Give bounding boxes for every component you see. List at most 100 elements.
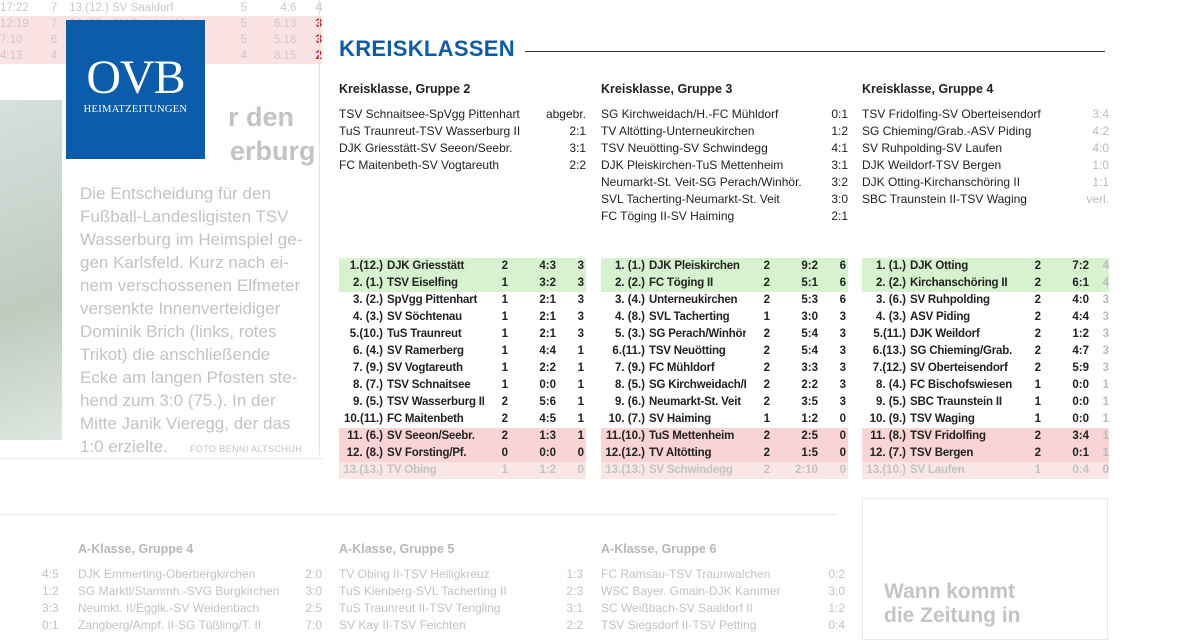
games: 2 bbox=[501, 260, 508, 272]
team-name: TSV Waging bbox=[910, 413, 975, 425]
row-points: 3 bbox=[296, 34, 322, 46]
goals: 1:3 bbox=[539, 430, 556, 442]
team-name: SVL Tacherting bbox=[649, 311, 730, 323]
table-row[interactable]: 8. (4.) FC Bischofswiesen 1 0:0 1 bbox=[862, 377, 1109, 394]
points: 3 bbox=[1102, 362, 1109, 374]
table-row[interactable]: 12. (7.) TSV Bergen 2 0:1 1 bbox=[862, 445, 1109, 462]
group-column: Kreisklasse, Gruppe 3 SG Kirchweidach/H.-… bbox=[601, 82, 848, 479]
points: 6 bbox=[839, 294, 846, 306]
table-row[interactable]: 9. (5.) SBC Traunstein II 1 0:0 1 bbox=[862, 394, 1109, 411]
result-row: Neumarkt-St. Veit-SG Perach/Winhör. 3:2 bbox=[601, 174, 848, 191]
games: 2 bbox=[501, 430, 508, 442]
group-title: Kreisklasse, Gruppe 2 bbox=[339, 82, 471, 96]
match-name: WSC Bayer. Gmain-DJK Kammer bbox=[601, 584, 781, 598]
table-row[interactable]: 3. (4.) Unterneukirchen 2 5:3 6 bbox=[601, 292, 848, 309]
rank: 7. (9.) bbox=[614, 362, 645, 374]
table-row[interactable]: 7. (9.) SV Vogtareuth 1 2:2 1 bbox=[339, 360, 586, 377]
table-row[interactable]: 2. (1.) TSV Eiselfing 1 3:2 3 bbox=[339, 275, 586, 292]
table-row[interactable]: 13.(13.) SV Schwindegg 2 2:10 0 bbox=[601, 462, 848, 479]
rank: 2. (1.) bbox=[352, 277, 383, 289]
table-row[interactable]: 1. (1.) DJK Pleiskirchen 2 9:2 6 bbox=[601, 258, 848, 275]
games: 2 bbox=[763, 447, 770, 459]
standings-table: 1. (1.) DJK Pleiskirchen 2 9:2 6 2. (2.) FC Tö… bbox=[601, 258, 848, 479]
row-time: 4:13 bbox=[0, 50, 23, 62]
table-row[interactable]: 12.(12.) TV Altötting 2 1:5 0 bbox=[601, 445, 848, 462]
result-row: FC Töging II-SV Haiming 2:1 bbox=[601, 208, 848, 225]
points: 1 bbox=[577, 430, 584, 442]
points: 3 bbox=[577, 294, 584, 306]
table-row[interactable]: 13.(10.) SV Laufen 1 0:4 0 bbox=[862, 462, 1109, 479]
games: 1 bbox=[501, 294, 508, 306]
table-row[interactable]: 8. (7.) TSV Schnaitsee 1 0:0 1 bbox=[339, 377, 586, 394]
table-row[interactable]: 9. (5.) TSV Wasserburg II 2 5:6 1 bbox=[339, 394, 586, 411]
points: 1 bbox=[577, 345, 584, 357]
table-row[interactable]: 11. (6.) SV Seeon/Seebr. 2 1:3 1 bbox=[339, 428, 586, 445]
goals: 4:0 bbox=[1072, 294, 1089, 306]
table-row[interactable]: 4. (8.) SVL Tacherting 1 3:0 3 bbox=[601, 309, 848, 326]
goals: 0:1 bbox=[1072, 447, 1089, 459]
table-row[interactable]: 2. (2.) FC Töging II 2 5:1 6 bbox=[601, 275, 848, 292]
games: 2 bbox=[763, 430, 770, 442]
caption-line: Trikot) die anschließende bbox=[80, 345, 271, 364]
goals: 5:4 bbox=[801, 328, 818, 340]
table-row[interactable]: 4. (3.) ASV Piding 2 4:4 3 bbox=[862, 309, 1109, 326]
table-row[interactable]: 6.(13.) SG Chieming/Grab. 2 4:7 3 bbox=[862, 343, 1109, 360]
result-row: DJK Griesstätt-SV Seeon/Seebr. 3:1 bbox=[339, 140, 586, 157]
table-row[interactable]: 11. (8.) TSV Fridolfing 2 3:4 1 bbox=[862, 428, 1109, 445]
points: 3 bbox=[839, 362, 846, 374]
games: 1 bbox=[763, 311, 770, 323]
team-name: DJK Otting bbox=[910, 260, 969, 272]
goals: 5:1 bbox=[801, 277, 818, 289]
table-row[interactable]: 7. (9.) FC Mühldorf 2 3:3 3 bbox=[601, 360, 848, 377]
points: 3 bbox=[577, 328, 584, 340]
row-games: 5 bbox=[240, 34, 247, 46]
table-row[interactable]: 3. (2.) SpVgg Pittenhart 1 2:1 3 bbox=[339, 292, 586, 309]
table-row[interactable]: 5.(11.) DJK Weildorf 2 1:2 3 bbox=[862, 326, 1109, 343]
result-row: TuS Traunreut-TSV Wasserburg II 2:1 bbox=[339, 123, 586, 140]
table-row[interactable]: 4. (3.) SV Söchtenau 1 2:1 3 bbox=[339, 309, 586, 326]
points: 3 bbox=[839, 328, 846, 340]
a-klasse-column: A-Klasse, Gruppe 5 TV Obing II-TSV Heilig… bbox=[339, 542, 583, 634]
score: 3:3 bbox=[42, 601, 59, 615]
a-klasse-title: A-Klasse, Gruppe 6 bbox=[601, 542, 717, 556]
table-row[interactable]: 10. (9.) TSV Waging 1 0:0 1 bbox=[862, 411, 1109, 428]
match-name: Neumarkt-St. Veit-SG Perach/Winhör. bbox=[601, 175, 802, 189]
table-row[interactable]: 1.(12.) DJK Griesstätt 2 4:3 3 bbox=[339, 258, 586, 275]
table-row[interactable]: 9. (6.) Neumarkt-St. Veit 2 3:5 3 bbox=[601, 394, 848, 411]
table-row[interactable]: 2. (2.) Kirchanschöring II 2 6:1 4 bbox=[862, 275, 1109, 292]
goals: 1:2 bbox=[1072, 328, 1089, 340]
table-row[interactable]: 5.(10.) TuS Traunreut 1 2:1 3 bbox=[339, 326, 586, 343]
rank: 1. (1.) bbox=[875, 260, 906, 272]
match-score: 3:0 bbox=[828, 584, 845, 598]
goals: 1:5 bbox=[801, 447, 818, 459]
table-row[interactable]: 1. (1.) DJK Otting 2 7:2 4 bbox=[862, 258, 1109, 275]
table-row[interactable]: 6.(11.) TSV Neuötting 2 5:4 3 bbox=[601, 343, 848, 360]
section-rule bbox=[525, 51, 1105, 52]
rank: 5.(10.) bbox=[349, 328, 383, 340]
table-row[interactable]: 3. (6.) SV Ruhpolding 2 4:0 3 bbox=[862, 292, 1109, 309]
table-row[interactable]: 12. (8.) SV Forsting/Pf. 0 0:0 0 bbox=[339, 445, 586, 462]
team-name: SV Forsting/Pf. bbox=[387, 447, 467, 459]
games: 1 bbox=[501, 277, 508, 289]
games: 0 bbox=[501, 447, 508, 459]
points: 0 bbox=[1102, 464, 1109, 476]
table-row[interactable]: 6. (4.) SV Ramerberg 1 4:4 1 bbox=[339, 343, 586, 360]
games: 2 bbox=[1034, 294, 1041, 306]
table-row[interactable]: 8. (5.) SG Kirchweidach/H. 2 2:2 3 bbox=[601, 377, 848, 394]
table-row[interactable]: 10.(11.) FC Maitenbeth 2 4:5 1 bbox=[339, 411, 586, 428]
goals: 3:5 bbox=[801, 396, 818, 408]
logo-main: OVB bbox=[86, 51, 185, 104]
rank: 13.(13.) bbox=[605, 464, 645, 476]
table-row[interactable]: 5. (3.) SG Perach/Winhör. 2 5:4 3 bbox=[601, 326, 848, 343]
points: 0 bbox=[839, 447, 846, 459]
table-row[interactable]: 11.(10.) TuS Mettenheim 2 2:5 0 bbox=[601, 428, 848, 445]
games: 2 bbox=[1034, 260, 1041, 272]
points: 1 bbox=[1102, 396, 1109, 408]
table-row[interactable]: 13.(13.) TV Obing 1 1:2 0 bbox=[339, 462, 586, 479]
ovb-logo[interactable]: OVB HEIMATZEITUNGEN bbox=[66, 20, 205, 159]
match-score: 2:3 bbox=[566, 584, 583, 598]
table-row[interactable]: 10. (7.) SV Haiming 1 1:2 0 bbox=[601, 411, 848, 428]
team-name: TV Obing bbox=[387, 464, 437, 476]
team-name: SV Söchtenau bbox=[387, 311, 462, 323]
table-row[interactable]: 7.(12.) SV Oberteisendorf 2 5:9 3 bbox=[862, 360, 1109, 377]
